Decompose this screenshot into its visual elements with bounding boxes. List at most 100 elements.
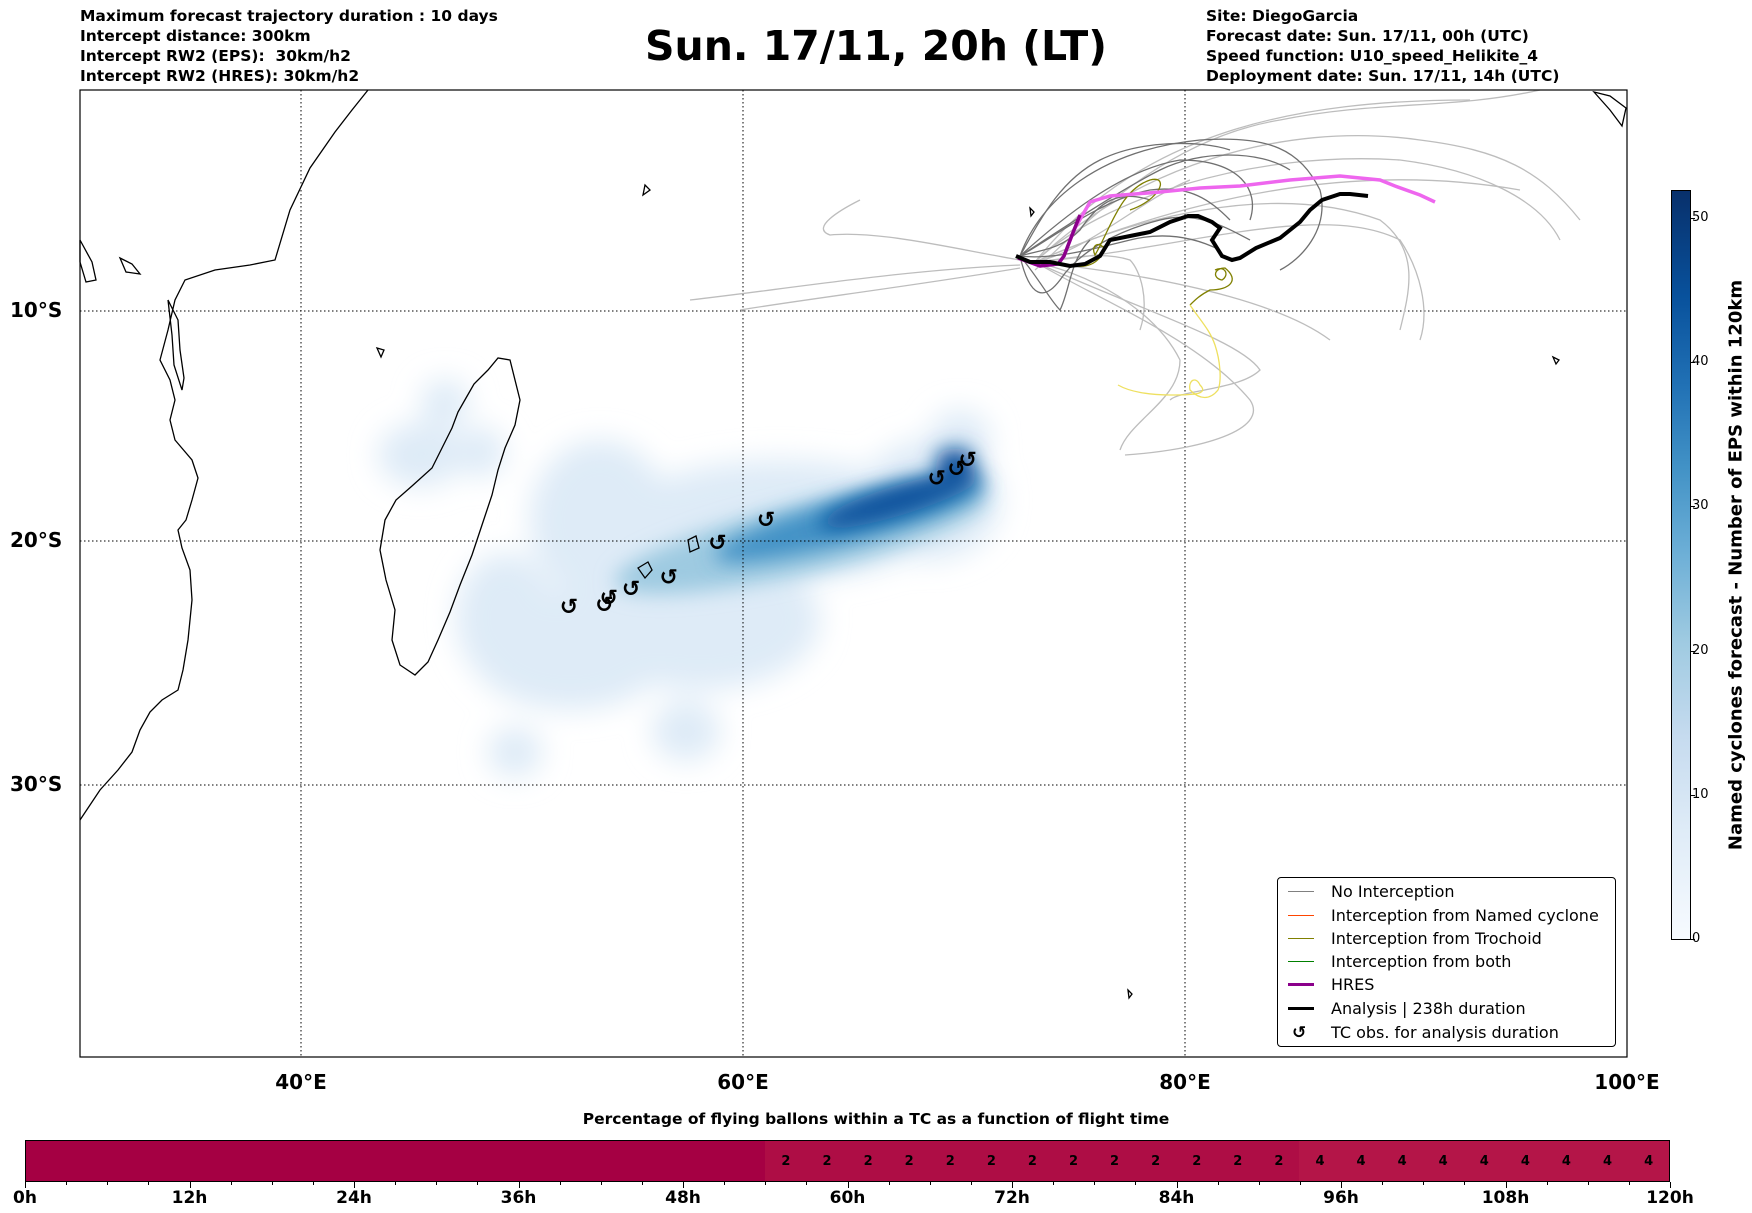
legend-item-both: Interception from both	[1278, 951, 1615, 973]
eps-track	[1019, 138, 1323, 271]
time-bar-cell: 4	[1504, 1141, 1546, 1181]
small-island-1	[1127, 988, 1133, 1000]
time-bar-cell: 2	[1258, 1141, 1300, 1181]
time-bar-cell: 2	[806, 1141, 848, 1181]
eps-track	[1019, 159, 1254, 257]
time-bar-cell	[518, 1141, 561, 1181]
legend-item-no-interception: No Interception	[1278, 881, 1615, 903]
time-bar-cell: 4	[1545, 1141, 1587, 1181]
eps-track	[1034, 158, 1561, 263]
tc-obs-marker: ↺	[659, 565, 677, 590]
lon-label-80e: 80°E	[1159, 1070, 1211, 1094]
trochoid-track	[1189, 267, 1233, 306]
tc-obs-marker: ↺	[958, 448, 976, 473]
time-axis-tick	[354, 1182, 355, 1188]
time-axis-label: 24h	[336, 1188, 372, 1208]
time-axis-minor-tick	[107, 1182, 109, 1185]
tc-obs-marker: ↺	[947, 457, 965, 482]
eps-track	[1034, 261, 1254, 456]
indonesia-coast	[1592, 90, 1627, 128]
time-axis-minor-tick	[806, 1182, 808, 1185]
time-bar-cell: 2	[1094, 1141, 1136, 1181]
eps-track	[1034, 254, 1145, 331]
time-bar-cell	[26, 1141, 68, 1181]
time-axis-minor-tick	[970, 1182, 972, 1185]
time-axis-minor-tick	[66, 1182, 68, 1185]
cyclone-density-field	[378, 379, 1000, 777]
time-axis-tick	[683, 1182, 684, 1188]
time-bar-cell: 2	[765, 1141, 807, 1181]
legend-label: Interception from Trochoid	[1331, 929, 1542, 948]
seychelles-coast	[642, 183, 652, 197]
lat-label-20s: 20°S	[10, 528, 63, 552]
time-axis-minor-tick	[929, 1182, 931, 1185]
coastlines	[79, 89, 1627, 1000]
site-text: Site: DiegoGarcia	[1206, 7, 1359, 25]
time-axis-minor-tick	[1299, 1182, 1301, 1185]
header-right-info: Site: DiegoGarcia Forecast date: Sun. 17…	[1206, 6, 1559, 86]
legend-swatch	[1288, 961, 1314, 962]
time-bar-cell	[724, 1141, 766, 1181]
legend-item-trochoid: Interception from Trochoid	[1278, 928, 1615, 950]
time-axis-label: 12h	[171, 1188, 208, 1208]
time-bar-cell	[190, 1141, 232, 1181]
legend-label: Analysis | 238h duration	[1331, 999, 1526, 1018]
time-axis-minor-tick	[1382, 1182, 1384, 1185]
tc-obs-marker: ↺	[560, 595, 578, 620]
time-bar-cell: 2	[1011, 1141, 1053, 1181]
time-axis-label: 48h	[665, 1188, 701, 1208]
time-bar-cell: 4	[1299, 1141, 1341, 1181]
time-axis-minor-tick	[148, 1182, 150, 1185]
time-bar-cell	[601, 1141, 643, 1181]
lon-label-60e: 60°E	[717, 1070, 769, 1094]
chagos-coast	[1551, 355, 1560, 366]
time-bar-cell: 4	[1586, 1141, 1629, 1181]
time-bar-cell: 4	[1381, 1141, 1423, 1181]
lat-lon-grid	[80, 90, 1627, 1057]
time-bar-cell	[395, 1141, 437, 1181]
colorbar-title: Named cyclones forecast - Number of EPS …	[1725, 279, 1747, 851]
eps-track	[689, 264, 1021, 301]
time-bar-cell: 4	[1463, 1141, 1505, 1181]
time-axis-minor-tick	[1053, 1182, 1055, 1185]
time-axis-minor-tick	[1423, 1182, 1425, 1185]
time-axis-label: 36h	[500, 1188, 537, 1208]
time-bar-cell: 2	[970, 1141, 1012, 1181]
max-duration-text: Maximum forecast trajectory duration : 1…	[80, 7, 498, 25]
time-axis-tick	[189, 1182, 191, 1188]
tc-obs-icon: ↺	[1292, 1023, 1307, 1043]
time-axis-minor-tick	[1135, 1182, 1137, 1185]
africa-coast	[79, 89, 369, 821]
time-bar-cell	[67, 1141, 109, 1181]
eps-track	[739, 267, 1021, 311]
time-axis-label: 0h	[13, 1188, 37, 1208]
time-axis-minor-tick	[395, 1182, 397, 1185]
time-axis-label: 120h	[1646, 1188, 1694, 1208]
colorbar-tick-label: 10	[1690, 786, 1709, 802]
time-axis-tick	[1505, 1182, 1507, 1188]
time-axis-minor-tick	[436, 1182, 438, 1185]
eps-track	[1034, 261, 1181, 451]
time-bar-cell: 4	[1340, 1141, 1382, 1181]
tc-observations: ↺ ↺↺ ↺ ↺↺↺↺ ↺↺	[560, 448, 977, 620]
legend-swatch	[1288, 915, 1314, 916]
time-axis-minor-tick	[477, 1182, 479, 1185]
legend-label: HRES	[1331, 975, 1375, 994]
forecast-date-text: Forecast date: Sun. 17/11, 00h (UTC)	[1206, 27, 1529, 45]
lon-label-40e: 40°E	[275, 1070, 327, 1094]
time-axis-tick	[1670, 1182, 1671, 1188]
deployment-date-text: Deployment date: Sun. 17/11, 14h (UTC)	[1206, 67, 1560, 85]
reunion-coast	[687, 535, 700, 553]
time-bar-cell: 2	[888, 1141, 930, 1181]
time-axis-minor-tick	[271, 1182, 273, 1185]
eps-track	[1034, 261, 1331, 341]
time-bar-cell	[436, 1141, 478, 1181]
time-axis-minor-tick	[641, 1182, 643, 1185]
colorbar-tick-label: 40	[1690, 354, 1709, 370]
speed-function-text: Speed function: U10_speed_Helikite_4	[1206, 47, 1539, 65]
map-title: Sun. 17/11, 20h (LT)	[645, 22, 1107, 70]
time-bar-cell: 2	[1217, 1141, 1259, 1181]
intercept-eps-text: Intercept RW2 (EPS): 30km/h2	[80, 47, 351, 65]
legend-swatch	[1288, 891, 1314, 892]
